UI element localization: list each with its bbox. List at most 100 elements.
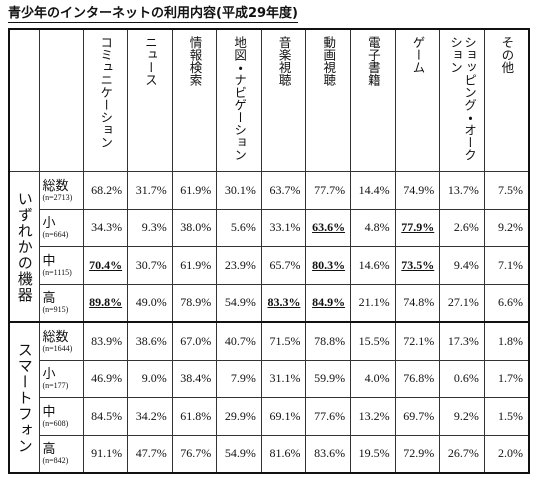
value-cell: 61.8% bbox=[171, 397, 218, 436]
column-header: その他 bbox=[483, 28, 530, 172]
value-cell: 80.3% bbox=[305, 246, 352, 285]
column-header: 電子書籍 bbox=[350, 28, 396, 172]
row-name: 総数 bbox=[42, 177, 69, 193]
value-cell: 61.9% bbox=[171, 171, 218, 210]
value-cell: 54.9% bbox=[216, 283, 262, 323]
row-label: 高 (n=915) bbox=[38, 283, 84, 323]
value-cell: 6.6% bbox=[483, 283, 530, 323]
column-label: 地図・ナビゲーション bbox=[232, 36, 247, 161]
row-name: 中 bbox=[42, 252, 56, 268]
column-header: 地図・ナビゲーション bbox=[216, 28, 262, 172]
value-cell: 13.2% bbox=[350, 397, 396, 436]
data-row: いずれかの機器 総数 (n=2713) 68.2% 31.7% 61.9% 30.1% 63.… bbox=[8, 171, 530, 323]
value-cell: 7.5% bbox=[483, 171, 530, 210]
value-cell: 68.2% bbox=[82, 171, 129, 210]
data-row: 中 (n=1115) 70.4% 30.7% 61.9% 23.9% 65.7% 80.3% 1… bbox=[9, 246, 530, 285]
value-cell: 71.5% bbox=[260, 321, 307, 361]
row-name: 高 bbox=[42, 290, 56, 306]
value-cell: 77.6% bbox=[305, 397, 352, 436]
value-cell: 76.8% bbox=[394, 359, 441, 398]
value-cell: 14.6% bbox=[350, 246, 396, 285]
value-cell: 78.9% bbox=[171, 283, 218, 323]
value-cell: 63.7% bbox=[260, 171, 307, 210]
value-cell: 19.5% bbox=[350, 434, 396, 474]
value-cell: 61.9% bbox=[171, 246, 218, 285]
value-cell: 40.7% bbox=[216, 321, 262, 361]
row-name: 高 bbox=[42, 441, 56, 457]
column-header: 音楽視聴 bbox=[260, 28, 307, 172]
corner bbox=[8, 28, 40, 172]
value-cell: 63.6% bbox=[305, 208, 352, 247]
value-cell: 0.6% bbox=[439, 359, 485, 398]
column-label: 情報検索 bbox=[187, 36, 202, 86]
value-cell: 81.6% bbox=[260, 434, 307, 474]
value-cell: 89.8% bbox=[82, 283, 129, 323]
value-cell: 9.3% bbox=[127, 208, 173, 247]
row-name: 小 bbox=[42, 215, 56, 231]
column-label: ショッピング・オークション bbox=[448, 36, 477, 161]
value-cell: 9.0% bbox=[127, 359, 173, 398]
value-cell: 17.3% bbox=[439, 321, 485, 361]
row-n: (n=2713) bbox=[42, 192, 73, 202]
value-cell: 29.9% bbox=[216, 397, 262, 436]
value-cell: 1.7% bbox=[483, 359, 530, 398]
row-n: (n=1644) bbox=[42, 343, 73, 353]
value-cell: 33.1% bbox=[260, 208, 307, 247]
value-cell: 54.9% bbox=[216, 434, 262, 474]
row-label: 高 (n=842) bbox=[38, 434, 84, 474]
value-cell: 76.7% bbox=[171, 434, 218, 474]
column-header: ショッピング・オークション bbox=[439, 28, 485, 172]
data-row: 高 (n=915) 89.8% 49.0% 78.9% 54.9% 83.3% 84.9% 21… bbox=[9, 283, 530, 323]
value-cell: 30.7% bbox=[127, 246, 173, 285]
value-cell: 21.1% bbox=[350, 283, 396, 323]
title: 青少年のインターネットの利用内容(平成29年度) bbox=[8, 2, 298, 23]
value-cell: 1.8% bbox=[483, 321, 530, 361]
value-cell: 23.9% bbox=[216, 246, 262, 285]
group-label: スマートフォン bbox=[8, 321, 40, 474]
value-cell: 38.4% bbox=[171, 359, 218, 398]
value-cell: 78.8% bbox=[305, 321, 352, 361]
data-row: 小 (n=177) 46.9% 9.0% 38.4% 7.9% 31.1% 59.9% 4.0%… bbox=[9, 359, 530, 398]
value-cell: 70.4% bbox=[82, 246, 129, 285]
value-cell: 65.7% bbox=[260, 246, 307, 285]
value-cell: 30.1% bbox=[216, 171, 262, 210]
value-cell: 9.2% bbox=[483, 208, 530, 247]
row-label: 総数 (n=1644) bbox=[38, 321, 84, 361]
corner bbox=[38, 28, 84, 172]
column-label: ゲーム bbox=[410, 36, 425, 74]
row-n: (n=1115) bbox=[42, 267, 72, 277]
value-cell: 67.0% bbox=[171, 321, 218, 361]
value-cell: 2.0% bbox=[483, 434, 530, 474]
value-cell: 4.8% bbox=[350, 208, 396, 247]
value-cell: 46.9% bbox=[82, 359, 129, 398]
value-cell: 15.5% bbox=[350, 321, 396, 361]
row-label: 小 (n=177) bbox=[38, 359, 84, 398]
column-label: ニュース bbox=[142, 36, 157, 86]
value-cell: 34.3% bbox=[82, 208, 129, 247]
header-row: コミュニケーション ニュース 情報検索 地図・ナビゲーション 音楽視聴 動画視聴 電子書籍 ゲ… bbox=[8, 28, 530, 172]
column-header: ニュース bbox=[127, 28, 173, 172]
value-cell: 49.0% bbox=[127, 283, 173, 323]
value-cell: 74.8% bbox=[394, 283, 441, 323]
value-cell: 83.6% bbox=[305, 434, 352, 474]
value-cell: 27.1% bbox=[439, 283, 485, 323]
value-cell: 38.0% bbox=[171, 208, 218, 247]
row-name: 小 bbox=[42, 366, 56, 382]
value-cell: 2.6% bbox=[439, 208, 485, 247]
column-label: コミュニケーション bbox=[98, 36, 113, 149]
row-n: (n=664) bbox=[42, 230, 69, 240]
data-row: スマートフォン 総数 (n=1644) 83.9% 38.6% 67.0% 40.7% 71.… bbox=[8, 321, 530, 474]
row-n: (n=177) bbox=[42, 381, 69, 391]
value-cell: 74.9% bbox=[394, 171, 441, 210]
row-label: 小 (n=664) bbox=[38, 208, 84, 247]
column-label: 電子書籍 bbox=[365, 36, 380, 86]
value-cell: 7.9% bbox=[216, 359, 262, 398]
value-cell: 59.9% bbox=[305, 359, 352, 398]
value-cell: 72.1% bbox=[394, 321, 441, 361]
value-cell: 7.1% bbox=[483, 246, 530, 285]
column-header: 動画視聴 bbox=[305, 28, 352, 172]
value-cell: 4.0% bbox=[350, 359, 396, 398]
value-cell: 69.1% bbox=[260, 397, 307, 436]
table-body: いずれかの機器 総数 (n=2713) 68.2% 31.7% 61.9% 30.1% 63.… bbox=[8, 171, 530, 474]
